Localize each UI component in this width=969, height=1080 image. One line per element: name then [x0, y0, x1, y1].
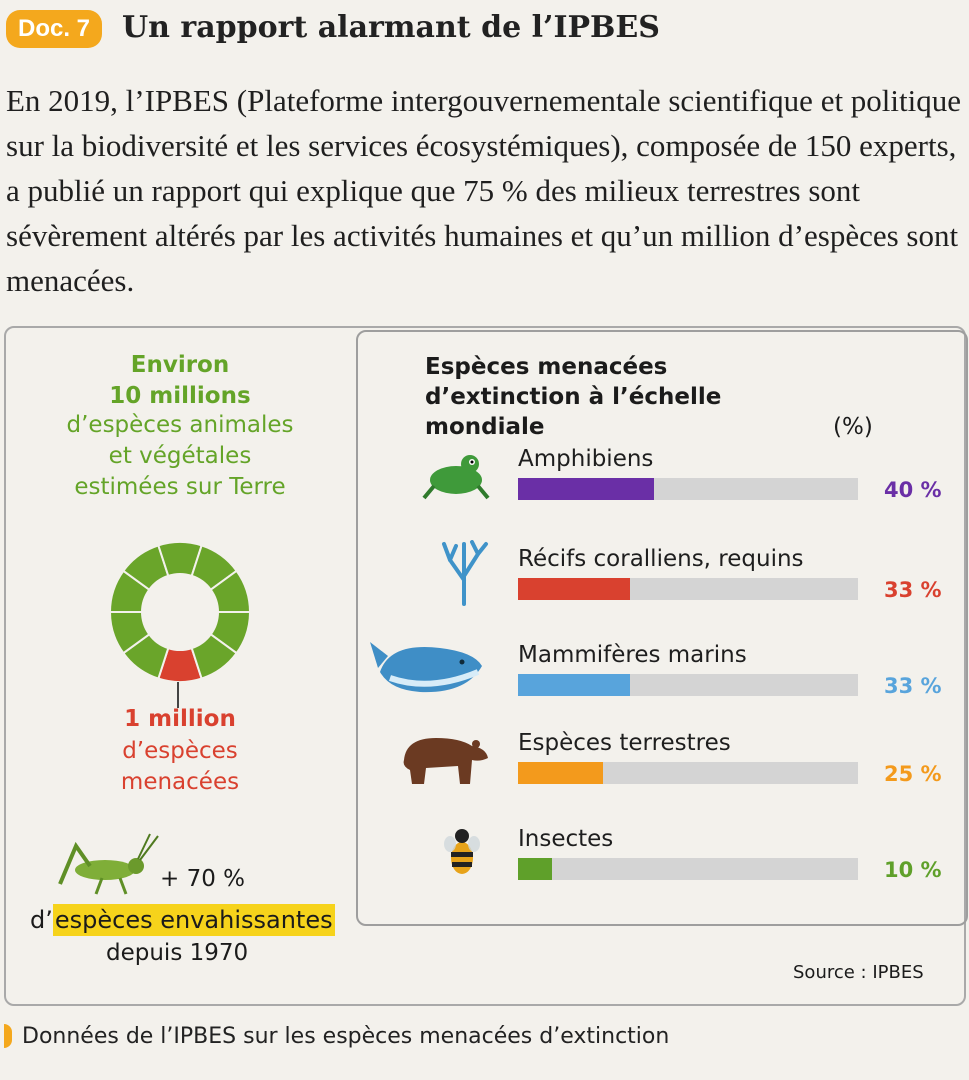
frog-icon — [422, 455, 490, 500]
bar-track — [518, 478, 858, 500]
bar — [518, 578, 631, 600]
chart-title: Espèces menacées d’extinction à l’échell… — [425, 352, 873, 442]
since-1970-label: depuis 1970 — [106, 940, 249, 966]
page-title: Un rapport alarmant de l’IPBES — [122, 10, 660, 45]
donut-segment — [190, 632, 239, 680]
chart-unit: (%) — [833, 414, 873, 440]
species-donut-chart — [108, 541, 252, 683]
coral-icon — [442, 540, 488, 606]
source-label: Source : IPBES — [793, 962, 924, 983]
bar-value-label: 33 % — [884, 674, 942, 698]
bar-label: Mammifères marins — [518, 642, 747, 668]
grasshopper-icon — [58, 833, 159, 895]
bar-label: Amphibiens — [518, 446, 654, 472]
bar-value-label: 33 % — [884, 578, 942, 602]
species-line-3: estimées sur Terre — [74, 474, 286, 500]
bar-value-label: 10 % — [884, 858, 942, 882]
bar — [518, 858, 552, 880]
species-line-2: et végétales — [108, 443, 252, 469]
bar — [518, 478, 654, 500]
bar-track — [518, 674, 858, 696]
bar-track — [518, 762, 858, 784]
bar — [518, 674, 631, 696]
invasive-species-label: d’espèces envahissantes — [30, 904, 335, 936]
chart-title-text: Espèces menacées d’extinction à l’échell… — [425, 354, 722, 440]
bar-label: Insectes — [518, 826, 614, 852]
invasive-highlight: espèces envahissantes — [52, 904, 335, 936]
bar — [518, 762, 603, 784]
bar-track — [518, 578, 858, 600]
environ-label: Environ — [130, 352, 230, 378]
chart-panel — [356, 330, 968, 926]
bar-label: Espèces terrestres — [518, 730, 731, 756]
bar-track — [518, 858, 858, 880]
intro-paragraph: En 2019, l’IPBES (Plateforme intergouver… — [6, 83, 962, 298]
caption-marker — [4, 1024, 12, 1048]
bee-icon — [444, 829, 480, 874]
threat-line-1: d’espèces — [122, 738, 238, 764]
whale-icon — [370, 642, 482, 693]
bear-icon — [403, 738, 488, 784]
doc-badge: Doc. 7 — [6, 10, 102, 48]
threat-line-2: menacées — [120, 769, 240, 795]
invasive-increase-value: + 70 % — [160, 866, 246, 892]
bar-label: Récifs coralliens, requins — [518, 546, 804, 572]
figure-caption: Données de l’IPBES sur les espèces menac… — [22, 1024, 670, 1049]
ten-millions-label: 10 millions — [109, 383, 251, 409]
species-line-1: d’espèces animales — [66, 412, 294, 438]
donut-pointer-line — [177, 682, 179, 708]
bar-value-label: 25 % — [884, 762, 942, 786]
bar-value-label: 40 % — [884, 478, 942, 502]
one-million-label: 1 million — [124, 706, 236, 732]
